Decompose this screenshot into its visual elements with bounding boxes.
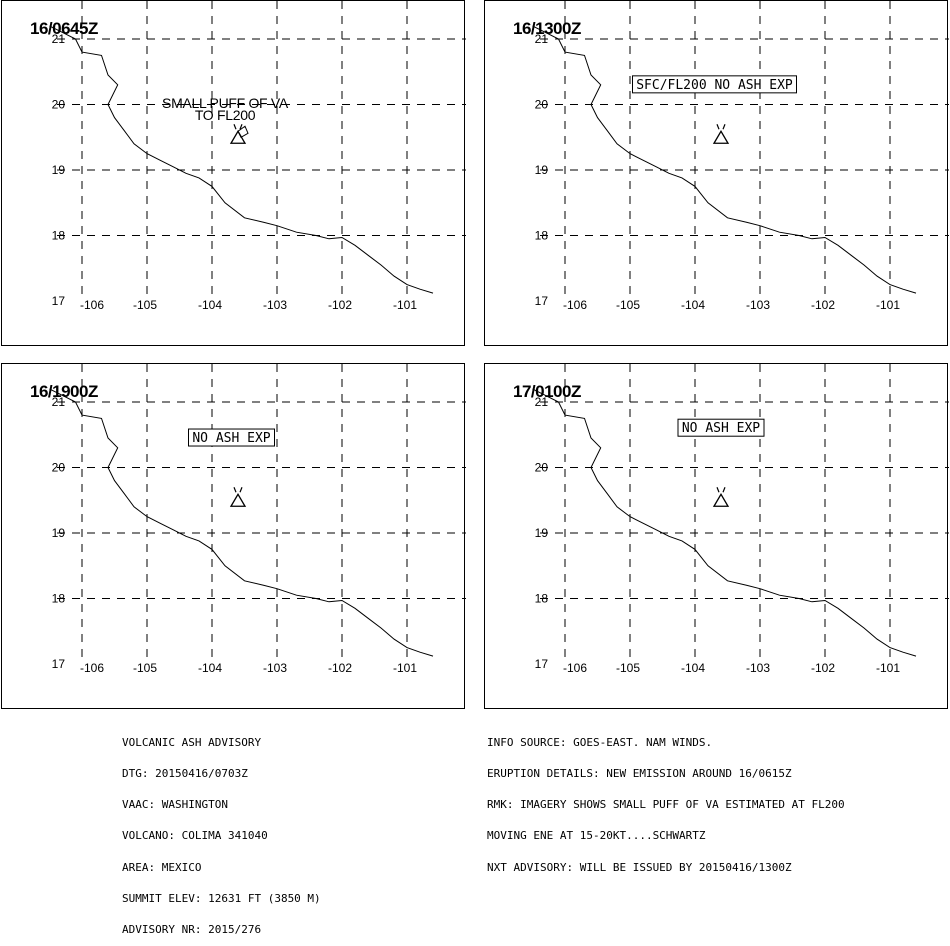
longitude-tick-label: -103 [263, 661, 287, 675]
latitude-tick-label: 17 [52, 657, 66, 671]
coastline [49, 388, 434, 657]
map-canvas: -106 -105 -104 -103 -102 -101 21 20 19 18 17 SFC/FL… [532, 1, 949, 312]
map-canvas: -106 -105 -104 -103 -102 -101 21 20 19 18 17 NO ASH… [532, 364, 949, 675]
volcano-icon [229, 129, 247, 144]
volcano-plume-icon [233, 124, 237, 130]
advisory-line: VAAC: WASHINGTON [122, 798, 228, 812]
volcano-plume-icon [716, 124, 720, 130]
longitude-tick-label: -106 [80, 661, 104, 675]
longitude-tick-label: -105 [616, 298, 640, 312]
volcano-plume-icon [722, 124, 726, 130]
coastline [532, 388, 917, 657]
latitude-tick-label: 21 [535, 395, 549, 409]
longitude-tick-label: -102 [328, 298, 352, 312]
map-panel-0100z: -106 -105 -104 -103 -102 -101 21 20 19 18 17 NO ASH… [484, 363, 949, 709]
latitude-tick-label: 18 [52, 229, 66, 243]
latitude-tick-label: 20 [535, 98, 549, 112]
latitude-tick-label: 21 [52, 395, 66, 409]
latitude-tick-label: 20 [52, 461, 66, 475]
volcano-plume-icon [716, 487, 720, 493]
ash-label-box [677, 418, 765, 437]
ash-label-text: NO ASH EXP [192, 431, 270, 446]
coastline [49, 25, 434, 294]
volcano-icon [712, 492, 730, 507]
longitude-tick-label: -106 [80, 298, 104, 312]
advisory-header-block: VOLCANIC ASH ADVISORY DTG: 20150416/0703… [122, 717, 321, 946]
panel-time-label: 16/0645Z [30, 19, 98, 38]
volcano-plume-icon [722, 487, 726, 493]
advisory-details-block: INFO SOURCE: GOES-EAST. NAM WINDS. ERUPT… [487, 717, 845, 883]
advisory-line: SUMMIT ELEV: 12631 FT (3850 M) [122, 891, 321, 905]
advisory-line: ADVISORY NR: 2015/276 [122, 923, 262, 937]
volcano-plume-icon [239, 487, 243, 493]
longitude-tick-label: -105 [133, 661, 157, 675]
ash-label-box [632, 75, 797, 94]
latitude-tick-label: 17 [52, 294, 66, 308]
longitude-tick-label: -104 [681, 298, 705, 312]
latitude-tick-label: 19 [535, 163, 549, 177]
panel-time-label: 17/0100Z [513, 382, 581, 401]
longitude-tick-label: -102 [328, 661, 352, 675]
ash-label-text: SMALL PUFF OF VA [162, 95, 289, 111]
advisory-line: INFO SOURCE: GOES-EAST. NAM WINDS. [487, 735, 713, 749]
ash-label-text: TO FL200 [195, 107, 256, 123]
latitude-tick-label: 19 [52, 163, 66, 177]
volcano-icon [229, 492, 247, 507]
ash-area-polygon [237, 125, 249, 138]
longitude-tick-label: -101 [393, 298, 417, 312]
map-canvas: -106 -105 -104 -103 -102 -101 21 20 19 18 17 NO ASH… [49, 364, 466, 675]
longitude-tick-label: -103 [746, 298, 770, 312]
longitude-tick-label: -105 [616, 661, 640, 675]
advisory-line: RMK: IMAGERY SHOWS SMALL PUFF OF VA ESTI… [487, 798, 845, 812]
latitude-tick-label: 21 [52, 32, 66, 46]
advisory-line: NXT ADVISORY: WILL BE ISSUED BY 20150416… [487, 860, 792, 874]
map-panel-1300z: -106 -105 -104 -103 -102 -101 21 20 19 18 17 SFC/FL… [484, 0, 949, 346]
advisory-line: AREA: MEXICO [122, 860, 202, 874]
advisory-line: VOLCANIC ASH ADVISORY [122, 735, 262, 749]
coastline [532, 25, 917, 294]
advisory-line: MOVING ENE AT 15-20KT....SCHWARTZ [487, 829, 706, 843]
latitude-tick-label: 17 [535, 294, 549, 308]
longitude-tick-label: -104 [198, 661, 222, 675]
longitude-tick-label: -101 [876, 661, 900, 675]
ash-label-text: NO ASH EXP [682, 421, 760, 436]
map-canvas: -106 -105 -104 -103 -102 -101 21 20 19 18 17 SMALL … [49, 1, 466, 312]
latitude-tick-label: 21 [535, 32, 549, 46]
latitude-tick-label: 18 [535, 592, 549, 606]
ash-label-box [188, 428, 275, 447]
longitude-tick-label: -103 [746, 661, 770, 675]
longitude-tick-label: -101 [876, 298, 900, 312]
volcano-plume-icon [233, 487, 237, 493]
longitude-tick-label: -106 [563, 661, 587, 675]
volcano-plume-icon [239, 124, 243, 130]
advisory-line: ERUPTION DETAILS: NEW EMISSION AROUND 16… [487, 767, 792, 781]
latitude-tick-label: 18 [52, 592, 66, 606]
latitude-tick-label: 17 [535, 657, 549, 671]
latitude-tick-label: 19 [52, 526, 66, 540]
latitude-tick-label: 18 [535, 229, 549, 243]
volcano-icon [712, 129, 730, 144]
ash-label-text: SFC/FL200 NO ASH EXP [636, 78, 793, 93]
longitude-tick-label: -104 [681, 661, 705, 675]
advisory-line: DTG: 20150416/0703Z [122, 767, 248, 781]
longitude-tick-label: -105 [133, 298, 157, 312]
latitude-tick-label: 19 [535, 526, 549, 540]
latitude-tick-label: 20 [535, 461, 549, 475]
advisory-line: VOLCANO: COLIMA 341040 [122, 829, 268, 843]
longitude-tick-label: -102 [811, 661, 835, 675]
longitude-tick-label: -106 [563, 298, 587, 312]
map-panel-1900z: -106 -105 -104 -103 -102 -101 21 20 19 18 17 NO ASH… [1, 363, 466, 709]
map-panel-0645z: -106 -105 -104 -103 -102 -101 21 20 19 18 17 SMALL … [1, 0, 466, 346]
longitude-tick-label: -101 [393, 661, 417, 675]
longitude-tick-label: -104 [198, 298, 222, 312]
longitude-tick-label: -103 [263, 298, 287, 312]
longitude-tick-label: -102 [811, 298, 835, 312]
panel-time-label: 16/1300Z [513, 19, 581, 38]
panel-time-label: 16/1900Z [30, 382, 98, 401]
latitude-tick-label: 20 [52, 98, 66, 112]
